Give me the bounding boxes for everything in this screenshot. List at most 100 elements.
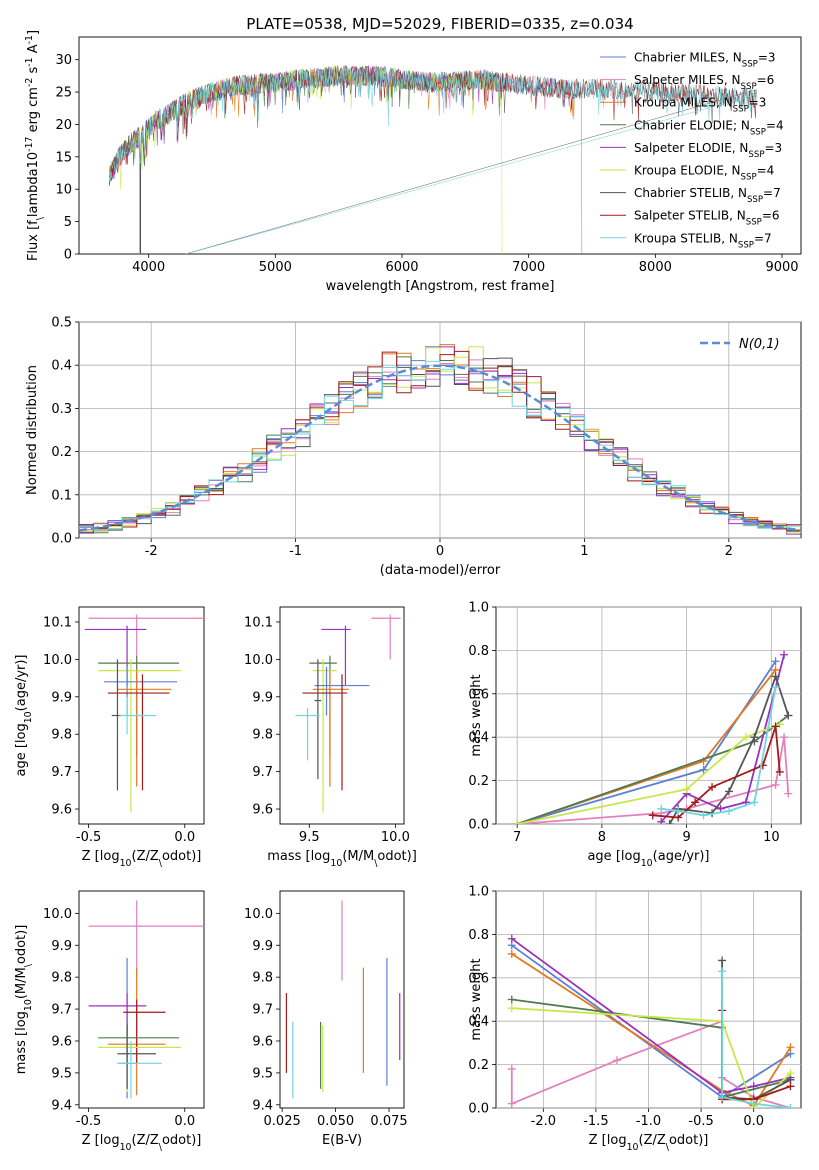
axes-frame [78, 890, 205, 1109]
x-axis-label: wavelength [Angstrom, rest frame] [326, 279, 555, 294]
x-tick-label: -1.0 [636, 1114, 661, 1129]
x-tick-label: 7000 [512, 260, 545, 275]
x-axis-label: age [log10(age/yr)] [587, 849, 709, 869]
legend-entry: Salpeter ELODIE, NSSP=3 [634, 141, 782, 160]
y-axis-label: mass weight [469, 958, 484, 1040]
y-axis-label: Normed distribution [25, 365, 40, 495]
weight-line [517, 737, 790, 824]
x-tick-label: 9.5 [299, 830, 320, 845]
y-tick-label: 5 [64, 215, 72, 230]
x-tick-label: 0.075 [370, 1114, 407, 1129]
y-tick-label: 0.5 [51, 316, 72, 331]
x-tick-label: 5000 [259, 260, 292, 275]
y-tick-label: 0.6 [468, 971, 489, 986]
x-axis-label: Z [log10(Z/Z\odot)] [82, 849, 202, 869]
weight-marker [750, 733, 759, 742]
y-tick-label: 10.0 [244, 653, 273, 668]
weight-line [511, 1007, 792, 1108]
y-tick-label: 10.0 [244, 907, 273, 922]
weight-marker [674, 806, 683, 815]
x-tick-label: 0.0 [174, 1114, 195, 1129]
figure-title: PLATE=0538, MJD=52029, FIBERID=0335, z=0… [246, 15, 633, 33]
axes-mass_vs_ebv: 0.025 0.050 0.075 9.4 9.5 9.6 9.7 9.8 9.9 10.0 E(B… [244, 890, 408, 1148]
x-axis-label: Z [log10(Z/Z\odot)] [589, 1133, 709, 1153]
weight-marker [657, 817, 666, 824]
weight-marker [612, 1056, 621, 1065]
axes-frame [78, 606, 205, 825]
x-axis-label: (data-model)/error [380, 563, 501, 578]
x-tick-label: 10.0 [381, 830, 410, 845]
x-tick-label: 10 [763, 830, 780, 845]
weight-marker [780, 650, 789, 659]
y-tick-label: 30 [55, 53, 72, 68]
y-tick-label: 9.6 [252, 1034, 273, 1049]
weight-marker [699, 811, 708, 820]
y-tick-label: 25 [55, 86, 72, 101]
weight-marker [758, 761, 767, 770]
x-tick-label: 9000 [765, 260, 798, 275]
y-tick-label: 15 [55, 150, 72, 165]
weight-marker [771, 657, 780, 666]
weight-marker [507, 1099, 516, 1108]
y-tick-label: 9.8 [252, 971, 273, 986]
plot-area [88, 900, 204, 1099]
legend-entry: Kroupa MILES, NSSP=3 [634, 96, 766, 115]
x-tick-label: 2 [725, 544, 733, 559]
x-tick-label: 8000 [639, 260, 672, 275]
x-tick-label: -1.5 [583, 1114, 608, 1129]
y-tick-label: 0.0 [468, 1102, 489, 1117]
axes-age_vs_mass: 9.5 10.0 9.6 9.7 9.8 9.9 10.0 10.1 mass [log10(M… [244, 606, 417, 869]
x-tick-label: -0.5 [76, 1114, 101, 1129]
y-axis-label: Flux [f\lambda10-17 erg cm-2 s-1 A-1] [24, 30, 46, 261]
weight-marker [691, 798, 700, 807]
plot-area [84, 614, 204, 813]
axes-frame [78, 36, 802, 255]
x-tick-label: 0.0 [174, 830, 195, 845]
weight-marker [718, 956, 727, 965]
plot-area [79, 344, 801, 535]
y-tick-label: 9.7 [252, 1003, 273, 1018]
y-tick-label: 0.8 [468, 928, 489, 943]
weight-marker [771, 672, 780, 681]
y-tick-label: 1.0 [468, 885, 489, 900]
normal-curve [79, 364, 801, 532]
y-axis-label: age [log10(age/yr)] [14, 654, 34, 776]
weight-marker [786, 1082, 795, 1091]
weight-marker [780, 733, 789, 742]
plot-area [295, 614, 401, 813]
y-tick-label: 9.5 [51, 1066, 72, 1081]
y-tick-label: 9.5 [252, 1066, 273, 1081]
y-tick-label: 9.6 [51, 803, 72, 818]
weight-line [721, 971, 791, 1108]
weight-marker [507, 995, 516, 1004]
grid [496, 606, 801, 825]
weight-marker [786, 1043, 795, 1052]
y-tick-label: 9.9 [51, 939, 72, 954]
x-tick-label: -1 [289, 544, 302, 559]
y-tick-label: 10 [55, 183, 72, 198]
weight-marker [786, 1104, 795, 1108]
weight-marker [657, 804, 666, 813]
weight-marker [741, 733, 750, 742]
y-tick-label: 0.4 [51, 359, 72, 374]
plot-area [285, 900, 401, 1099]
weight-marker [708, 783, 717, 792]
y-tick-label: 0.4 [468, 731, 489, 746]
legend-entry: Kroupa STELIB, NSSP=7 [634, 231, 772, 250]
x-tick-label: 7 [513, 830, 521, 845]
y-tick-label: 9.9 [51, 690, 72, 705]
weight-marker [749, 1082, 758, 1091]
weight-marker [648, 811, 657, 820]
axes-residual_hist: -2 -1 0 1 2 0.0 0.1 0.2 0.3 0.4 0.5 (data-model)/er… [25, 316, 802, 578]
y-tick-label: 0.2 [468, 1058, 489, 1073]
plot-area [109, 65, 757, 254]
y-tick-label: 0.2 [51, 445, 72, 460]
weight-marker [784, 711, 793, 720]
axes-frame [279, 890, 405, 1109]
y-tick-label: 9.8 [51, 728, 72, 743]
axes-age_vs_Z: -0.5 0.0 9.6 9.7 9.8 9.9 10.0 10.1 Z [log10(Z/Z\… [14, 606, 205, 869]
weight-marker [513, 820, 522, 824]
weight-marker [507, 949, 516, 958]
y-tick-label: 10.0 [43, 907, 72, 922]
